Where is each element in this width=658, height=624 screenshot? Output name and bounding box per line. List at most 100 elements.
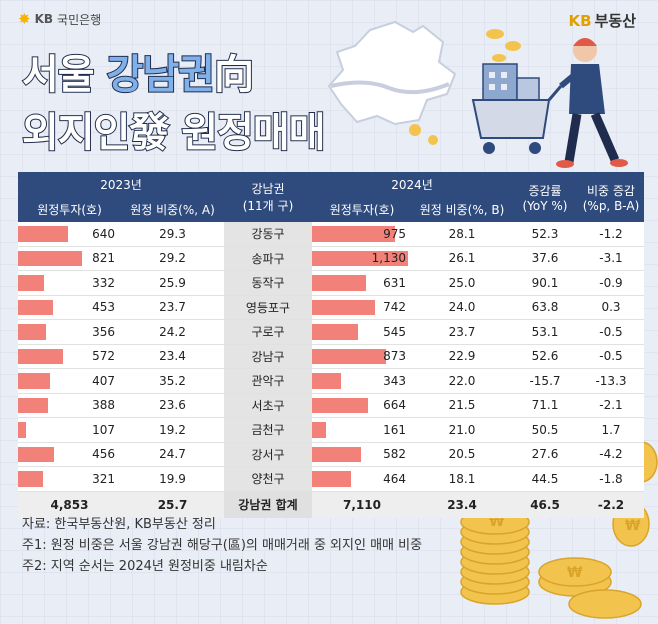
share-2024-cell: 23.7	[412, 319, 512, 345]
table-row: 321 19.9 양천구 464 18.1 44.5 -1.8	[18, 466, 644, 492]
investment-value: 321	[92, 471, 115, 486]
title-part-gangnam: 강남권	[106, 51, 216, 99]
share-2023-cell: 23.6	[121, 393, 224, 418]
svg-text:₩: ₩	[567, 565, 583, 581]
investment-bar	[312, 275, 366, 291]
header-growth: 증감률 (YoY %)	[512, 172, 578, 222]
investment-value: 1,130	[371, 251, 406, 266]
share-2023-cell: 29.3	[121, 222, 224, 247]
investment-2024-cell: 631	[312, 270, 412, 296]
kb-logo-text: KB	[34, 12, 54, 26]
investment-bar	[312, 226, 395, 242]
table-row: 572 23.4 강남구 873 22.9 52.6 -0.5	[18, 344, 644, 369]
seoul-map-icon	[327, 20, 457, 145]
share-2023-cell: 29.2	[121, 246, 224, 271]
growth-cell: 53.1	[512, 319, 578, 345]
region-cell: 강남구	[224, 344, 312, 369]
share-diff-cell: -3.1	[578, 246, 644, 271]
region-cell: 구로구	[224, 319, 312, 345]
investment-bar	[312, 348, 386, 364]
investment-value: 640	[92, 226, 115, 241]
share-2024-cell: 21.0	[412, 417, 512, 443]
investment-2024-cell: 343	[312, 368, 412, 394]
investment-value: 572	[92, 349, 115, 364]
investment-bar	[312, 446, 361, 462]
investment-2023-cell: 388	[18, 393, 121, 418]
source-note: 자료: 한국부동산원, KB부동산 정리	[22, 517, 216, 532]
investment-bar	[312, 324, 358, 340]
header-diff-top: 비중 증감	[587, 183, 635, 198]
header-share-diff: 비중 증감 (%p, B-A)	[578, 172, 644, 222]
share-2023-cell: 23.7	[121, 295, 224, 320]
share-2024-cell: 21.5	[412, 393, 512, 418]
growth-cell: 37.6	[512, 246, 578, 271]
investment-2023-cell: 107	[18, 417, 121, 443]
region-cell: 강동구	[224, 222, 312, 247]
total-share-diff: -2.2	[578, 491, 644, 518]
header-2024: 2024년	[312, 172, 512, 196]
table-row: 456 24.7 강서구 582 20.5 27.6 -4.2	[18, 442, 644, 467]
investment-value: 664	[383, 398, 406, 413]
coin-icon	[409, 124, 421, 136]
growth-cell: 27.6	[512, 442, 578, 467]
investment-2024-cell: 545	[312, 319, 412, 345]
growth-cell: 63.8	[512, 295, 578, 320]
coins-stack-icon: ₩ ₩ ₩	[460, 441, 658, 619]
investment-2023-cell: 456	[18, 442, 121, 467]
total-growth: 46.5	[512, 491, 578, 518]
table-row: 388 23.6 서초구 664 21.5 71.1 -2.1	[18, 393, 644, 418]
investment-2024-cell: 582	[312, 442, 412, 467]
share-2023-cell: 35.2	[121, 368, 224, 394]
table-row: 356 24.2 구로구 545 23.7 53.1 -0.5	[18, 319, 644, 345]
investment-value: 161	[383, 422, 406, 437]
investment-2023-cell: 332	[18, 270, 121, 296]
header-region: 강남권 (11개 구)	[224, 172, 312, 222]
investment-bar	[18, 299, 53, 315]
realestate-name: 부동산	[594, 12, 636, 30]
total-row: 4,853 25.7 강남권 합계 7,110 23.4 46.5 -2.2	[18, 491, 644, 518]
investment-value: 464	[383, 471, 406, 486]
investment-bar	[18, 250, 82, 266]
shopper-illustration	[471, 29, 628, 168]
investment-bar	[18, 373, 50, 389]
share-diff-cell: -1.2	[578, 222, 644, 247]
region-cell: 서초구	[224, 393, 312, 418]
title-part-seoul: 서울	[21, 51, 107, 99]
share-diff-cell: -4.2	[578, 442, 644, 467]
investment-value: 975	[383, 226, 406, 241]
kb-bank-logo: ✸ KB 국민은행	[18, 10, 101, 28]
investment-2023-cell: 407	[18, 368, 121, 394]
investment-2023-cell: 821	[18, 246, 121, 271]
share-2024-cell: 26.1	[412, 246, 512, 271]
growth-cell: 52.6	[512, 344, 578, 369]
svg-text:₩: ₩	[489, 514, 505, 530]
investment-bar	[18, 471, 43, 487]
growth-cell: 52.3	[512, 222, 578, 247]
region-cell: 영등포구	[224, 295, 312, 320]
footnote-2: 주2: 지역 순서는 2024년 원정비중 내림차순	[22, 559, 268, 574]
share-2024-cell: 25.0	[412, 270, 512, 296]
investment-2023-cell: 356	[18, 319, 121, 345]
investment-value: 332	[92, 275, 115, 290]
investment-value: 343	[383, 373, 406, 388]
investment-value: 582	[383, 447, 406, 462]
investment-value: 821	[92, 251, 115, 266]
investment-2024-cell: 975	[312, 222, 412, 247]
bank-name: 국민은행	[57, 12, 102, 27]
growth-cell: -15.7	[512, 368, 578, 394]
table-row: 453 23.7 영등포구 742 24.0 63.8 0.3	[18, 295, 644, 320]
share-2024-cell: 28.1	[412, 222, 512, 247]
share-2024-cell: 18.1	[412, 466, 512, 492]
header-growth-sub: (YoY %)	[522, 198, 568, 213]
investment-2023-cell: 321	[18, 466, 121, 492]
investment-bar	[312, 397, 368, 413]
header-region-top: 강남권	[251, 182, 285, 196]
share-2023-cell: 24.2	[121, 319, 224, 345]
investment-bar	[18, 446, 54, 462]
investment-bar	[18, 397, 48, 413]
total-region-label: 강남권 합계	[224, 491, 312, 518]
share-diff-cell: -0.9	[578, 270, 644, 296]
total-share-2023: 25.7	[121, 491, 224, 518]
share-diff-cell: -1.8	[578, 466, 644, 492]
header-region-sub: (11개 구)	[242, 199, 294, 213]
